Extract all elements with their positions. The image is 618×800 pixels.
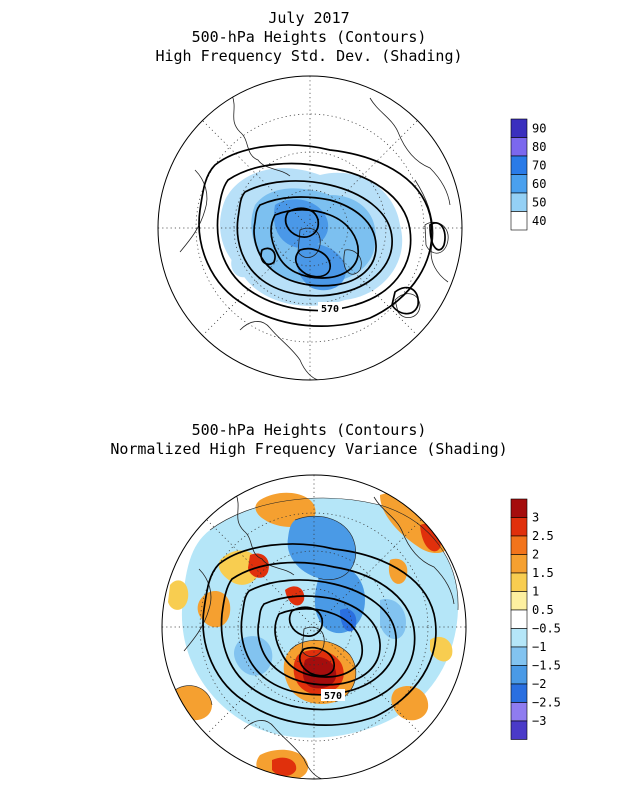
panel1-title-line1: 500-hPa Heights (Contours): [191, 28, 427, 46]
map1-colorbar-swatch: [510, 192, 528, 212]
map2-colorbar-label: −1: [532, 640, 546, 654]
map2-colorbar-label: 2: [532, 548, 539, 562]
figure-month-title: July 2017: [268, 9, 350, 27]
map2-colorbar-label: 1.5: [532, 566, 554, 580]
map2-colorbar-swatch: [510, 646, 528, 666]
map2-colorbar-label: −1.5: [532, 659, 561, 673]
map2-colorbar-swatch: [510, 665, 528, 685]
map2-colorbar-swatch: [510, 720, 528, 740]
map2-coastlines: [183, 493, 455, 779]
map2-disc: 570: [162, 475, 466, 779]
map2-colorbar-label: 3: [532, 511, 539, 525]
map2-height-contours: [202, 543, 437, 726]
map1-colorbar-label: 50: [532, 195, 546, 209]
map2-colorbar-label: −2: [532, 677, 546, 691]
map2-colorbar-swatch: [510, 535, 528, 555]
map1-height-contours: [198, 144, 446, 327]
map1-contour-label: 570: [321, 304, 339, 315]
map2-colorbar-label: −0.5: [532, 622, 561, 636]
map1-colorbar-swatch: [510, 174, 528, 194]
map1-colorbar: 90 80 70 60 50 40: [510, 118, 546, 231]
map1-colorbar-label: 90: [532, 121, 546, 135]
map1-colorbar-swatch: [510, 155, 528, 175]
map2-colorbar-swatch: [510, 609, 528, 629]
map1-colorbar-swatch: [510, 118, 528, 138]
map2-colorbar-swatch: [510, 591, 528, 611]
map2-colorbar-swatch: [510, 498, 528, 518]
map1-colorbar-label: 70: [532, 158, 546, 172]
map2-colorbar-label: −3: [532, 714, 546, 728]
map2-colorbar-swatch: [510, 628, 528, 648]
map2-colorbar-swatch: [510, 554, 528, 574]
map2-colorbar: 3 2.5 2 1.5 1 0.5 −0.5 −1 −1.5 −2 −2.5 −3: [510, 498, 561, 740]
map2-contour-label: 570: [324, 691, 342, 702]
panel1-title-line2: High Frequency Std. Dev. (Shading): [155, 47, 463, 65]
map2-colorbar-label: 1: [532, 585, 539, 599]
map1-colorbar-label: 80: [532, 140, 546, 154]
map2-colorbar-label: −2.5: [532, 696, 561, 710]
panel2-title-line2: Normalized High Frequency Variance (Shad…: [110, 440, 508, 458]
map2-colorbar-label: 0.5: [532, 603, 554, 617]
map2-colorbar-swatch: [510, 572, 528, 592]
map2-colorbar-swatch: [510, 517, 528, 537]
panel2-title-line1: 500-hPa Heights (Contours): [191, 421, 427, 439]
map1-disc: 570: [158, 76, 462, 380]
map1-colorbar-label: 60: [532, 177, 546, 191]
map2-colorbar-swatch: [510, 683, 528, 703]
map2-colorbar-label: 2.5: [532, 529, 554, 543]
map1-colorbar-swatch: [510, 211, 528, 231]
map1-colorbar-label: 40: [532, 214, 546, 228]
map1-colorbar-swatch: [510, 137, 528, 157]
map2-colorbar-swatch: [510, 702, 528, 722]
